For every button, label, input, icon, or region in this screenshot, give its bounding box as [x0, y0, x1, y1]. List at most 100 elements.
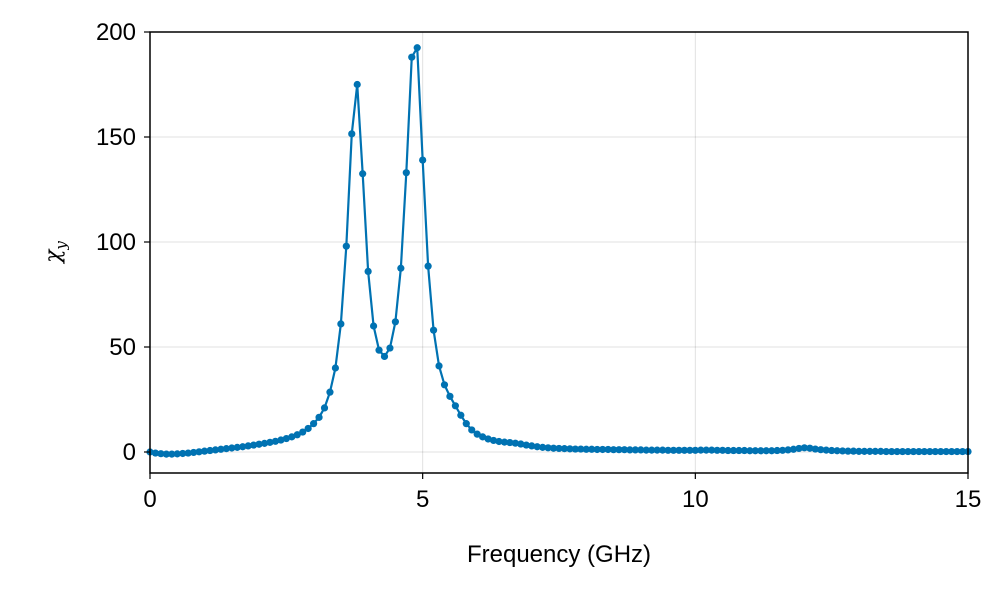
data-point [457, 411, 465, 419]
x-tick-label: 10 [682, 486, 709, 513]
data-point [206, 446, 214, 455]
data-point [697, 446, 705, 454]
data-point [233, 443, 241, 451]
data-point [222, 445, 230, 453]
x-axis-title: Frequency (GHz) [467, 541, 651, 568]
data-point [599, 445, 607, 454]
data-point [708, 446, 716, 454]
data-point [560, 445, 569, 453]
data-point [724, 446, 732, 455]
data-point [375, 346, 383, 354]
data-point [615, 446, 623, 454]
data-point [326, 388, 334, 396]
data-point [184, 449, 192, 457]
data-point [631, 446, 639, 454]
data-point [320, 404, 329, 412]
data-point [179, 449, 187, 458]
data-point [778, 446, 787, 454]
data-point [462, 420, 470, 428]
data-point [408, 53, 416, 61]
data-point [244, 442, 252, 450]
data-point [686, 446, 694, 454]
data-point [566, 445, 574, 453]
data-point [653, 446, 661, 454]
data-point [609, 446, 618, 454]
data-point [740, 446, 749, 455]
data-point [397, 264, 405, 272]
data-point [544, 444, 552, 452]
data-point [888, 447, 896, 456]
data-point [391, 318, 399, 326]
data-point [648, 446, 656, 454]
data-point [659, 446, 667, 454]
data-point [506, 438, 514, 447]
data-point [675, 446, 683, 454]
data-point [904, 447, 912, 456]
data-point [522, 441, 530, 449]
data-point [500, 438, 509, 446]
data-point [266, 438, 274, 446]
data-point [364, 267, 372, 275]
data-point [473, 430, 481, 438]
data-point [479, 433, 487, 441]
data-point [337, 320, 345, 328]
series-layer [146, 44, 972, 458]
data-point [849, 447, 858, 455]
data-point [151, 449, 160, 457]
x-tick-label: 0 [143, 486, 156, 513]
data-point [822, 446, 830, 454]
data-point [310, 420, 318, 428]
data-point [806, 444, 814, 452]
data-point [729, 446, 738, 455]
data-point [958, 447, 967, 456]
data-point [604, 445, 612, 454]
data-point [402, 169, 410, 177]
data-point [680, 446, 689, 454]
data-point [533, 443, 541, 451]
plot-frame [149, 31, 969, 474]
data-point [386, 344, 394, 352]
data-point [288, 433, 296, 441]
data-point [719, 446, 727, 454]
data-point [195, 448, 203, 456]
data-point [260, 439, 269, 447]
data-point [315, 413, 323, 421]
data-point [348, 130, 356, 138]
data-point [948, 447, 956, 456]
data-point [353, 80, 361, 89]
data-point [271, 437, 280, 445]
data-point [211, 446, 220, 454]
data-point [926, 447, 934, 456]
data-point [200, 447, 209, 455]
data-point [250, 441, 258, 449]
data-point [168, 450, 176, 458]
y-axis-title-base: χ [41, 248, 66, 265]
data-point [429, 326, 438, 334]
data-point [838, 447, 847, 455]
data-point [380, 352, 389, 361]
data-point [620, 446, 629, 454]
data-point [691, 446, 699, 454]
data-point [424, 262, 432, 270]
data-point [555, 444, 563, 453]
data-point [784, 446, 792, 454]
data-point [626, 446, 634, 454]
data-point [795, 444, 803, 453]
data-point [860, 447, 868, 455]
data-point [539, 443, 547, 451]
y-tick-label: 100 [96, 229, 136, 256]
data-point [746, 447, 754, 455]
data-point [489, 436, 498, 445]
data-point [277, 436, 285, 444]
data-point [593, 445, 601, 454]
data-point [920, 447, 928, 456]
data-point [757, 447, 765, 455]
data-point [582, 445, 590, 453]
data-point [255, 440, 263, 448]
data-point [588, 445, 596, 453]
series-line [149, 46, 968, 456]
data-point [893, 447, 901, 456]
